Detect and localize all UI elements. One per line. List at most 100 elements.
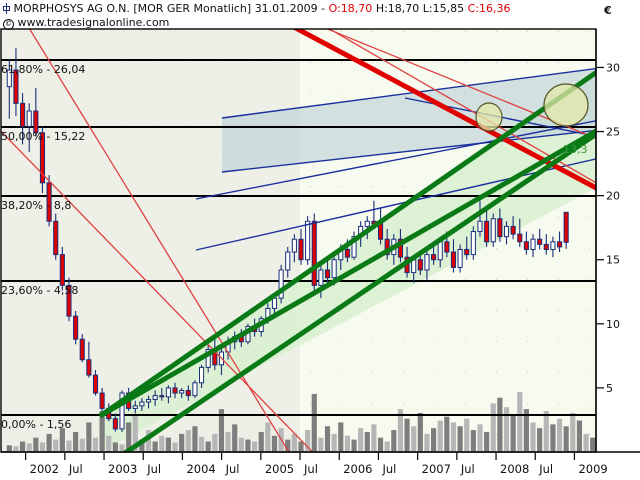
volume-bar — [530, 422, 536, 451]
volume-bar — [205, 441, 211, 451]
volume-bar — [490, 403, 496, 451]
highlight-circles[interactable] — [475, 83, 589, 132]
volume-bar — [225, 431, 231, 451]
candlestick — [351, 231, 357, 260]
fib-label-500: 50,00% - 15,22 — [1, 130, 86, 143]
candlestick — [132, 400, 138, 414]
candlestick — [450, 239, 457, 273]
candlestick — [305, 216, 311, 265]
x-axis-label: Jul — [538, 462, 553, 476]
volume-bar — [583, 433, 589, 451]
volume-bar — [132, 414, 138, 451]
candlestick — [13, 48, 19, 117]
volume-bar — [537, 428, 543, 451]
candlestick — [73, 311, 79, 345]
volume-bar — [444, 416, 450, 451]
x-axis-label: Jul — [381, 462, 396, 476]
candlestick — [318, 264, 324, 299]
volume-bar — [245, 439, 251, 451]
candlestick — [457, 244, 463, 273]
volume-bar — [430, 428, 437, 451]
volume-bar — [112, 442, 118, 451]
candlestick — [285, 246, 291, 278]
volume-bar — [33, 437, 39, 451]
volume-bar — [305, 430, 311, 451]
candlestick — [159, 387, 165, 401]
candlestick — [298, 228, 304, 265]
volume-bar — [324, 426, 331, 451]
candlestick — [311, 213, 317, 291]
volume-bar — [364, 431, 370, 451]
volume-bar — [397, 409, 404, 451]
volume-bar — [523, 409, 529, 451]
candlestick — [59, 246, 65, 291]
volume-bar — [338, 422, 344, 451]
candlestick — [510, 216, 516, 240]
volume-bar — [66, 440, 72, 451]
y-axis-label: 15 — [606, 254, 620, 267]
volume-bar — [26, 443, 32, 451]
volume-bar — [59, 428, 65, 451]
blue-channel-fill — [222, 68, 596, 172]
volume-bar — [298, 441, 304, 451]
candlestick — [497, 208, 503, 242]
volume-bar — [470, 430, 476, 451]
volume-bar — [6, 445, 12, 451]
candlestick — [464, 236, 470, 260]
volume-bar — [417, 412, 423, 451]
candlestick — [291, 234, 297, 263]
candlestick — [503, 221, 510, 245]
highlight-circle-left[interactable] — [475, 102, 503, 132]
x-axis-label: 2003 — [108, 462, 137, 476]
volume-bar — [265, 422, 271, 451]
y-axis-label: 25 — [606, 126, 620, 139]
volume-bar — [291, 433, 297, 451]
x-axis-label: Jul — [225, 462, 240, 476]
candlestick — [550, 236, 556, 258]
volume-bar — [351, 439, 357, 451]
x-axis-label: 2002 — [30, 462, 59, 476]
fib-label-382: 38,20% - 8,8 — [1, 199, 72, 212]
green-channel-lines — [98, 69, 596, 452]
x-axis-label: 2008 — [500, 462, 529, 476]
x-axis-label: Jul — [303, 462, 318, 476]
volume-bar — [165, 437, 172, 451]
candlestick — [112, 413, 118, 432]
highlight-circle-right[interactable] — [543, 83, 589, 127]
volume-bar — [590, 437, 596, 451]
volume-bar — [152, 441, 158, 451]
fib-label-000: 0,00% - 1,56 — [1, 418, 72, 431]
x-axis-label: Jul — [68, 462, 83, 476]
volume-bar — [503, 407, 510, 451]
volume-bar — [73, 431, 79, 451]
candlestick — [20, 93, 26, 145]
volume-bar — [185, 430, 191, 451]
candlestick — [139, 398, 145, 411]
volume-bar — [384, 441, 390, 451]
candlestick — [490, 213, 496, 247]
candlestick — [324, 259, 331, 286]
candlestick — [179, 387, 185, 399]
volume-bar — [457, 426, 463, 451]
fib-label-618: 61,80% - 26,04 — [1, 63, 86, 76]
volume-bar — [159, 435, 165, 451]
volume-bar — [358, 428, 364, 451]
candlestick — [66, 277, 72, 322]
candlestick — [477, 200, 483, 237]
candlestick — [185, 385, 191, 401]
volume-bar — [450, 422, 457, 451]
volume-bar — [79, 438, 85, 451]
x-axis-label: Jul — [146, 462, 161, 476]
volume-bar — [510, 414, 516, 451]
volume-bar — [192, 426, 198, 451]
x-axis-label: 2006 — [343, 462, 372, 476]
volume-bar — [391, 430, 397, 451]
volume-bar — [437, 420, 443, 451]
candlestick — [6, 59, 12, 119]
volume-bar — [39, 442, 46, 451]
volume-bar — [497, 397, 503, 451]
volume-bar — [99, 411, 105, 451]
volume-bar — [543, 411, 549, 451]
